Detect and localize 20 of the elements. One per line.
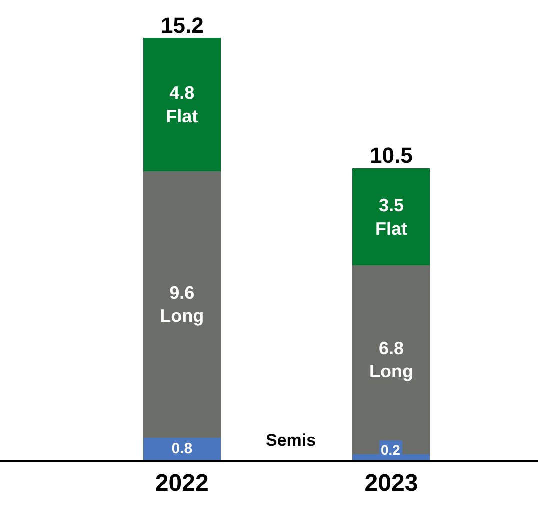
bar (143, 438, 221, 460)
data-label: 0.8 (172, 440, 193, 458)
text: Long (369, 362, 414, 382)
total-label: 10.5 (370, 143, 413, 168)
series-label: Long (160, 306, 204, 326)
bar (352, 266, 430, 454)
data-label: 4.8 (170, 82, 195, 103)
data-label: 3.5 (378, 195, 404, 216)
data-label: 6.8 (378, 338, 404, 358)
data-label: 9.6 (170, 282, 195, 303)
bar (143, 38, 221, 172)
bar (352, 168, 430, 266)
text: Flat (166, 106, 198, 126)
x-tick-label: 2023 (364, 470, 418, 497)
text: Semis (266, 431, 316, 450)
x-tick-label: 2022 (155, 470, 209, 497)
series-label: Flat (375, 218, 408, 239)
bar (143, 171, 221, 438)
data-label: 0.2 (381, 442, 401, 458)
total-label: 15.2 (161, 13, 204, 38)
